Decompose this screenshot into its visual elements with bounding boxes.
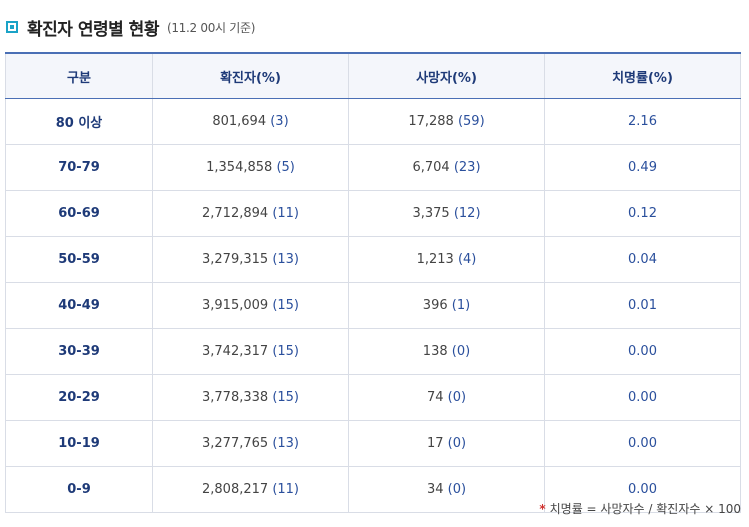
deaths-count: 17: [426, 436, 444, 451]
cases-percent: (3): [270, 114, 289, 129]
section-title: 확진자 연령별 현황: [27, 19, 159, 40]
reference-time: (11.2 00시 기준): [166, 20, 256, 35]
fatality-rate-cell: 0.49: [544, 144, 741, 191]
deaths-cell: 3,375 (12): [348, 190, 545, 237]
table-header-row: 구분 확진자(%) 사망자(%) 치명률(%): [5, 52, 741, 99]
deaths-cell: 138 (0): [348, 328, 545, 375]
cases-cell: 3,915,009 (15): [152, 282, 349, 329]
cases-cell: 3,778,338 (15): [152, 374, 349, 421]
deaths-percent: (0): [451, 344, 471, 359]
fatality-rate-cell: 0.00: [544, 374, 741, 421]
table-row: 30-39 3,742,317 (15) 138 (0) 0.00: [5, 328, 741, 375]
table-row: 20-29 3,778,338 (15) 74 (0) 0.00: [5, 374, 741, 421]
table-row: 80 이상 801,694 (3) 17,288 (59) 2.16: [5, 98, 741, 145]
deaths-cell: 1,213 (4): [348, 236, 545, 283]
fatality-rate-cell: 0.00: [544, 328, 741, 375]
footnote-marker: *: [539, 502, 546, 516]
deaths-cell: 396 (1): [348, 282, 545, 329]
fatality-rate-cell: 0.01: [544, 282, 741, 329]
column-header-fatality-rate: 치명률(%): [544, 52, 741, 99]
fatality-rate-cell: 0.00: [544, 420, 741, 467]
age-group-cell: 50-59: [5, 236, 153, 283]
footnote-text: 치명률 = 사망자수 / 확진자수 × 100: [549, 502, 741, 516]
deaths-percent: (0): [447, 482, 467, 497]
cases-count: 2,712,894: [202, 206, 269, 221]
cases-cell: 801,694 (3): [152, 98, 349, 145]
section-header: 확진자 연령별 현황 (11.2 00시 기준): [6, 14, 255, 40]
cases-percent: (13): [272, 436, 299, 451]
deaths-cell: 17,288 (59): [348, 98, 545, 145]
cases-percent: (11): [272, 482, 299, 497]
column-header-group: 구분: [5, 52, 153, 99]
deaths-count: 17,288: [408, 114, 454, 129]
age-group-cell: 0-9: [5, 466, 153, 513]
fatality-rate-cell: 0.04: [544, 236, 741, 283]
deaths-percent: (59): [457, 114, 485, 129]
deaths-percent: (0): [447, 436, 467, 451]
deaths-count: 74: [426, 390, 444, 405]
deaths-count: 396: [422, 298, 448, 313]
table-row: 50-59 3,279,315 (13) 1,213 (4) 0.04: [5, 236, 741, 283]
cases-count: 3,279,315: [202, 252, 269, 267]
deaths-count: 3,375: [412, 206, 450, 221]
fatality-rate-cell: 2.16: [544, 98, 741, 145]
age-status-table: 구분 확진자(%) 사망자(%) 치명률(%) 80 이상 801,694 (3)…: [5, 52, 741, 513]
age-group-cell: 30-39: [5, 328, 153, 375]
deaths-count: 138: [422, 344, 448, 359]
cases-count: 2,808,217: [202, 482, 269, 497]
age-group-cell: 70-79: [5, 144, 153, 191]
square-bullet-icon: [6, 21, 18, 33]
cases-count: 3,277,765: [202, 436, 269, 451]
cases-count: 1,354,858: [206, 160, 273, 175]
cases-cell: 3,277,765 (13): [152, 420, 349, 467]
age-group-cell: 40-49: [5, 282, 153, 329]
table-row: 70-79 1,354,858 (5) 6,704 (23) 0.49: [5, 144, 741, 191]
cases-count: 3,778,338: [202, 390, 269, 405]
cases-percent: (13): [272, 252, 299, 267]
cases-cell: 2,808,217 (11): [152, 466, 349, 513]
deaths-percent: (1): [451, 298, 471, 313]
cases-percent: (15): [272, 344, 299, 359]
deaths-cell: 74 (0): [348, 374, 545, 421]
fatality-rate-cell: 0.00: [544, 466, 741, 513]
deaths-count: 6,704: [412, 160, 450, 175]
cases-count: 801,694: [212, 114, 267, 129]
age-group-cell: 60-69: [5, 190, 153, 237]
column-header-deaths: 사망자(%): [348, 52, 545, 99]
cases-percent: (5): [276, 160, 295, 175]
cases-percent: (11): [272, 206, 299, 221]
age-group-cell: 80 이상: [5, 98, 153, 145]
table-row: 0-9 2,808,217 (11) 34 (0) 0.00: [5, 466, 741, 513]
cases-percent: (15): [272, 298, 299, 313]
table-row: 60-69 2,712,894 (11) 3,375 (12) 0.12: [5, 190, 741, 237]
cases-percent: (15): [272, 390, 299, 405]
cases-cell: 3,742,317 (15): [152, 328, 349, 375]
deaths-cell: 34 (0): [348, 466, 545, 513]
cases-count: 3,915,009: [202, 298, 269, 313]
deaths-percent: (12): [453, 206, 481, 221]
cases-cell: 2,712,894 (11): [152, 190, 349, 237]
deaths-percent: (4): [457, 252, 477, 267]
footnote: * 치명률 = 사망자수 / 확진자수 × 100: [539, 500, 741, 517]
deaths-percent: (23): [453, 160, 481, 175]
deaths-percent: (0): [447, 390, 467, 405]
cases-cell: 3,279,315 (13): [152, 236, 349, 283]
table-row: 40-49 3,915,009 (15) 396 (1) 0.01: [5, 282, 741, 329]
age-group-cell: 10-19: [5, 420, 153, 467]
fatality-rate-cell: 0.12: [544, 190, 741, 237]
deaths-cell: 17 (0): [348, 420, 545, 467]
deaths-count: 34: [426, 482, 444, 497]
column-header-cases: 확진자(%): [152, 52, 349, 99]
age-group-cell: 20-29: [5, 374, 153, 421]
cases-cell: 1,354,858 (5): [152, 144, 349, 191]
deaths-count: 1,213: [416, 252, 454, 267]
cases-count: 3,742,317: [202, 344, 269, 359]
table-row: 10-19 3,277,765 (13) 17 (0) 0.00: [5, 420, 741, 467]
deaths-cell: 6,704 (23): [348, 144, 545, 191]
